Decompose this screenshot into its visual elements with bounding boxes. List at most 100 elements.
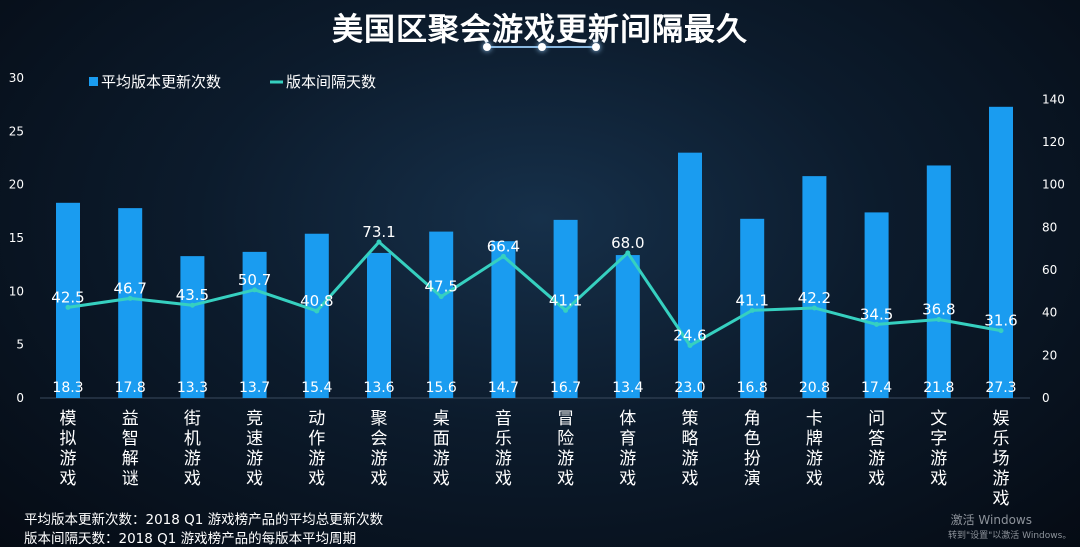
bar-value-label: 16.8	[737, 380, 768, 396]
category-label-13: 问答游戏	[868, 409, 885, 489]
line-value-label: 36.8	[922, 300, 955, 318]
bar-14	[926, 165, 951, 398]
line-point-10	[687, 343, 693, 349]
category-label-1: 益智解谜	[122, 409, 139, 489]
category-label-14: 文字游戏	[930, 409, 947, 489]
category-label-0: 模拟游戏	[60, 409, 77, 489]
right-axis-tick-label: 0	[1042, 391, 1050, 405]
line-point-12	[811, 305, 817, 311]
line-point-8	[563, 307, 569, 313]
bar-value-label: 18.3	[52, 380, 83, 396]
bar-15	[989, 106, 1013, 399]
right-axis-tick-label: 140	[1042, 92, 1065, 106]
title-dot-center	[538, 43, 546, 51]
line-point-2	[189, 302, 195, 308]
title-dot-right	[592, 43, 600, 51]
bar-value-label: 13.6	[363, 380, 394, 396]
left-axis-tick-label: 25	[9, 124, 24, 138]
line-point-0	[65, 304, 71, 310]
bar-value-label: 17.4	[861, 380, 892, 396]
bar-6	[429, 231, 454, 398]
footnote-bar-definition: 平均版本更新次数：2018 Q1 游戏榜产品的平均总更新次数	[24, 512, 384, 528]
line-value-label: 41.1	[549, 291, 582, 309]
category-label-15: 娱乐场游戏	[993, 409, 1010, 509]
line-point-1	[127, 295, 133, 301]
line-value-label: 31.6	[984, 312, 1017, 330]
legend-bar-label: 平均版本更新次数	[101, 73, 221, 91]
line-point-5	[376, 239, 382, 245]
line-value-label: 42.2	[798, 289, 831, 307]
bar-2	[180, 256, 205, 398]
line-value-label: 43.5	[176, 286, 209, 304]
right-axis-tick-label: 40	[1042, 306, 1057, 320]
line-value-label: 24.6	[673, 327, 706, 345]
line-value-label: 42.5	[51, 288, 84, 306]
bar-5	[367, 252, 391, 398]
bar-10	[678, 152, 702, 398]
left-axis-tick-label: 15	[9, 231, 24, 245]
category-label-7: 音乐游戏	[495, 409, 512, 489]
bar-13	[864, 212, 889, 398]
bar-4	[304, 233, 329, 398]
bar-value-label: 27.3	[985, 380, 1016, 396]
bar-value-label: 20.8	[799, 380, 830, 396]
category-label-4: 动作游戏	[308, 409, 325, 489]
bar-0	[56, 202, 80, 398]
bar-value-label: 23.0	[674, 380, 705, 396]
line-point-13	[874, 321, 880, 327]
bar-value-label: 13.7	[239, 380, 270, 396]
bar-value-label: 13.3	[177, 380, 208, 396]
bar-3	[242, 251, 267, 398]
bar-7	[491, 241, 516, 398]
line-value-label: 34.5	[860, 305, 893, 323]
chart-title: 美国区聚会游戏更新间隔最久	[332, 12, 748, 48]
left-axis-tick-label: 30	[9, 71, 24, 85]
right-axis-tick-label: 20	[1042, 348, 1057, 362]
category-label-9: 体育游戏	[619, 409, 636, 489]
line-point-15	[998, 328, 1004, 334]
line-value-label: 46.7	[113, 279, 146, 297]
line-series-path	[67, 240, 1002, 348]
left-axis-tick-label: 10	[9, 284, 24, 298]
right-axis-tick-label: 60	[1042, 263, 1057, 277]
line-point-4	[314, 308, 320, 314]
category-label-3: 竞速游戏	[246, 409, 263, 489]
left-axis-tick-label: 5	[16, 338, 24, 352]
bar-9	[615, 255, 640, 398]
line-value-label: 47.5	[424, 278, 457, 296]
line-point-14	[936, 316, 942, 322]
line-value-label: 40.8	[300, 292, 333, 310]
bar-1	[118, 208, 143, 398]
category-label-6: 桌面游戏	[433, 409, 450, 489]
line-value-label: 41.1	[735, 291, 768, 309]
legend-bar-swatch	[89, 77, 98, 86]
footnote-line-definition: 版本间隔天数：2018 Q1 游戏榜产品的每版本平均周期	[24, 531, 357, 547]
bar-value-label: 15.6	[426, 380, 457, 396]
line-point-9	[625, 250, 631, 256]
bar-12	[802, 176, 827, 398]
bar-value-label: 17.8	[115, 380, 146, 396]
line-value-label: 50.7	[238, 271, 271, 289]
line-point-6	[438, 294, 444, 300]
left-axis-tick-label: 0	[16, 391, 24, 405]
windows-activation-hint: 转到"设置"以激活 Windows。	[948, 531, 1072, 541]
legend-line-label: 版本间隔天数	[286, 73, 376, 91]
line-value-label: 73.1	[362, 223, 395, 241]
windows-activation-watermark: 激活 Windows	[950, 513, 1032, 527]
bar-value-label: 14.7	[488, 380, 519, 396]
line-value-label: 68.0	[611, 234, 644, 252]
bar-value-label: 21.8	[923, 380, 954, 396]
bar-value-label: 13.4	[612, 380, 643, 396]
category-label-5: 聚会游戏	[371, 409, 388, 489]
category-label-12: 卡牌游戏	[806, 409, 823, 489]
title-dot-left	[483, 43, 491, 51]
line-point-7	[500, 253, 506, 259]
bar-value-label: 15.4	[301, 380, 332, 396]
line-point-11	[749, 307, 755, 313]
category-label-2: 街机游戏	[184, 409, 201, 489]
right-axis-tick-label: 120	[1042, 135, 1065, 149]
left-axis-tick-label: 20	[9, 178, 24, 192]
category-label-11: 角色扮演	[744, 409, 761, 489]
bar-value-label: 16.7	[550, 380, 581, 396]
